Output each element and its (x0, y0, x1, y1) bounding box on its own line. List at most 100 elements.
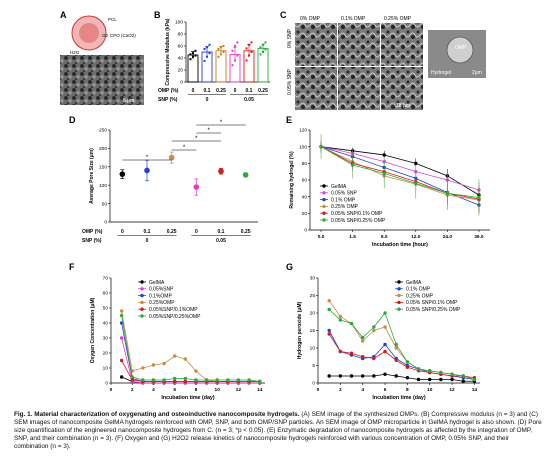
e-xtick-label: 12.0 (411, 234, 421, 240)
g-point (394, 346, 398, 350)
panel-letter-c: C (280, 10, 287, 20)
g-point (450, 377, 454, 382)
f-ytick-label: 50 (103, 306, 109, 312)
b-point (220, 46, 222, 49)
b-point (250, 51, 253, 53)
b-point (208, 52, 211, 55)
f-xtick-label: 12 (236, 387, 242, 393)
e-ytick-label: 120 (299, 128, 307, 134)
g-series-line (328, 333, 475, 379)
b-row1-value: 0.1 (246, 88, 253, 94)
g-xtick-label: 10 (427, 387, 433, 393)
sem-1-2 (381, 67, 423, 110)
e-point (319, 144, 323, 149)
b-row1-value: 0.25 (216, 88, 226, 94)
b-point (236, 54, 239, 57)
f-xtick-label: 0 (110, 387, 113, 393)
d-point (144, 167, 150, 174)
g-point (360, 374, 365, 378)
g-point (428, 369, 432, 373)
g-ytick-label: 25 (310, 293, 316, 299)
f-legend-marker (140, 287, 144, 291)
sem-0-2 (381, 23, 423, 66)
f-legend-marker (140, 307, 144, 311)
col-label-0: 0% OMP (300, 16, 321, 22)
b-point (203, 60, 206, 62)
g-point (416, 367, 421, 371)
f-xtick-label: 2 (131, 387, 134, 393)
f-series-line (121, 337, 260, 384)
inset-scale: 2μm (472, 70, 482, 76)
g-point (383, 372, 387, 376)
compressive-modulus-chart: 0 20 40 60 80 100 Compressive Modulus (kPa) OMP… (158, 18, 270, 103)
e-ytick-label: 80 (302, 161, 308, 167)
sem-1-0 (295, 67, 337, 110)
g-ytick-label: 5 (312, 363, 315, 369)
scale-label-a: 5 μm (123, 98, 134, 104)
b-point (220, 53, 222, 56)
b-row1-label: OMP (%) (158, 88, 179, 94)
g-point (405, 376, 410, 380)
g-point (461, 379, 465, 383)
b-ytick-label: 40 (178, 56, 184, 62)
g-xtick-label: 12 (449, 387, 455, 393)
e-series-line (320, 146, 479, 198)
f-point (226, 378, 230, 382)
b-point (231, 64, 234, 67)
g-xtick-label: 2 (339, 387, 342, 393)
g-xtick-label: 14 (472, 387, 478, 393)
e-point (477, 195, 481, 200)
d-point (193, 184, 200, 190)
e-xtick-label: 36.0 (474, 234, 484, 240)
caption-body: (A) SEM image of the synthesized OMPs. (… (14, 411, 542, 451)
e-legend-marker (322, 197, 326, 202)
f-point (119, 358, 124, 363)
b-row1-value: 0 (234, 88, 237, 94)
g-point (360, 335, 365, 340)
g-point (338, 374, 343, 378)
d-sig-star: * (146, 155, 149, 161)
g-point (338, 349, 343, 354)
g-xtick-label: 4 (361, 387, 364, 393)
e-point (414, 161, 418, 166)
g-point (338, 318, 343, 322)
e-ytick-label: 60 (302, 178, 308, 184)
d-point (168, 154, 175, 161)
b-point (217, 55, 220, 58)
g-point (349, 321, 354, 326)
b-point (194, 54, 197, 57)
e-legend-label: 0.05% SNP (331, 191, 358, 197)
f-point (130, 375, 134, 379)
f-point (204, 378, 209, 382)
f-legend-marker (140, 300, 144, 305)
g-legend-marker (397, 287, 401, 291)
e-series-line (321, 146, 480, 196)
g-point (349, 374, 354, 378)
b-point (262, 43, 264, 46)
panel-letter-d: D (69, 115, 76, 125)
d-point (242, 172, 249, 178)
d-row1-value: 0 (195, 229, 198, 235)
f-point (141, 366, 145, 370)
g-point (439, 370, 443, 375)
sem-image-omp (60, 55, 144, 105)
e-xtick-label: 1.5 (349, 234, 356, 240)
f-legend-marker (140, 280, 144, 284)
g-point (338, 314, 343, 319)
b-point (264, 48, 267, 51)
b-ytick-label: 0 (180, 80, 183, 86)
b-point (262, 51, 264, 53)
d-sig-star: * (195, 136, 198, 142)
b-point (206, 55, 208, 58)
caption-title: Fig. 1. Material characterization of oxy… (14, 411, 300, 418)
f-xtick-label: 6 (173, 387, 176, 393)
e-legend-label: 0.05% SNP/0.25% OMP (331, 218, 386, 224)
e-ytick-label: 40 (302, 194, 308, 200)
g-point (394, 358, 398, 362)
b-point (231, 49, 234, 52)
g-point (327, 332, 331, 336)
b-point (248, 54, 250, 57)
g-point (472, 377, 477, 382)
e-point (382, 171, 386, 176)
